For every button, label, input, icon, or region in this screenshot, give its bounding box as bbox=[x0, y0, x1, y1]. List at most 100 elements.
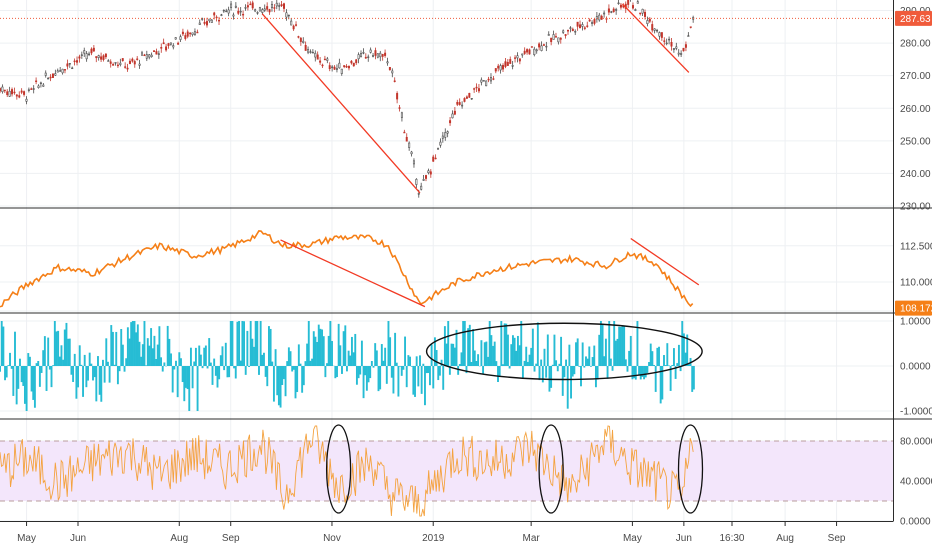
oscillator-bar bbox=[302, 366, 305, 386]
candle-body bbox=[201, 18, 204, 20]
oscillator-bar bbox=[258, 366, 260, 375]
last-value-labels: 287.63 108.172 bbox=[895, 10, 932, 316]
candle-body bbox=[254, 9, 257, 12]
oscillator-bar bbox=[470, 361, 473, 366]
oscillator-bar bbox=[430, 344, 433, 366]
candle-body bbox=[213, 12, 216, 16]
oscillator-bar bbox=[443, 326, 446, 366]
oscillator-bar bbox=[385, 366, 388, 384]
oscillator-bar bbox=[85, 366, 88, 388]
candle-body bbox=[509, 59, 512, 64]
candle-body bbox=[593, 19, 596, 24]
candle-body bbox=[502, 65, 505, 70]
candle-body bbox=[684, 44, 687, 48]
oscillator-bar bbox=[558, 363, 561, 366]
candle-body bbox=[232, 14, 235, 17]
candle-body bbox=[104, 53, 107, 58]
candle-body bbox=[552, 34, 555, 40]
last-value-text: 108.172 bbox=[900, 304, 932, 315]
oscillator-bar bbox=[638, 366, 641, 375]
oscillator-bar bbox=[573, 366, 576, 375]
candle-body bbox=[83, 50, 86, 54]
candle-body bbox=[660, 32, 663, 38]
oscillator-bar bbox=[326, 363, 328, 366]
oscillator-bar bbox=[131, 321, 134, 366]
candle-body bbox=[280, 4, 283, 7]
oscillator-bar bbox=[97, 356, 99, 366]
candle-body bbox=[530, 46, 533, 48]
candle-body bbox=[109, 61, 112, 64]
candle-body bbox=[295, 24, 298, 26]
oscillator-bar bbox=[409, 356, 411, 366]
oscillator-bar bbox=[530, 347, 533, 366]
candle-body bbox=[116, 64, 119, 67]
oscillator-bar bbox=[218, 366, 221, 380]
oscillator-bar bbox=[590, 366, 592, 367]
oscillator-bar bbox=[583, 366, 586, 368]
candle-body bbox=[309, 51, 312, 53]
candle-body bbox=[533, 48, 536, 56]
candle-body bbox=[18, 95, 21, 98]
candle-body bbox=[249, 3, 252, 6]
oscillator-bar bbox=[621, 325, 624, 366]
oscillator-bar bbox=[596, 366, 599, 380]
oscillator-bar bbox=[208, 338, 211, 366]
candle-body bbox=[6, 91, 9, 96]
oscillator-bar bbox=[253, 346, 255, 366]
oscillator-bar bbox=[588, 346, 591, 366]
oscillator-bar bbox=[148, 345, 151, 366]
oscillator-bar bbox=[653, 364, 655, 366]
oscillator-bar bbox=[424, 366, 426, 406]
oscillator-bar bbox=[402, 366, 405, 370]
oscillator-bar bbox=[560, 336, 563, 366]
oscillator-bar bbox=[510, 344, 513, 366]
candle-body bbox=[461, 104, 464, 107]
oscillator-bar bbox=[277, 366, 280, 406]
candle-body bbox=[583, 27, 586, 29]
oscillator-bar bbox=[73, 353, 76, 366]
oscillator-bar bbox=[404, 336, 407, 366]
oscillator-bar bbox=[238, 321, 241, 366]
candle-body bbox=[398, 107, 401, 109]
oscillator-bar bbox=[151, 348, 154, 366]
candle-body bbox=[27, 89, 30, 91]
oscillator-bar bbox=[507, 334, 509, 366]
candle-body bbox=[653, 28, 656, 31]
oscillator-bar bbox=[648, 362, 651, 366]
oscillator-bar bbox=[105, 338, 108, 366]
candle-body bbox=[542, 44, 545, 46]
candle-body bbox=[586, 25, 589, 27]
candle-body bbox=[550, 37, 553, 43]
oscillator-bar bbox=[435, 350, 438, 366]
oscillator-bar bbox=[23, 366, 26, 404]
candle-body bbox=[136, 58, 139, 60]
candle-body bbox=[388, 66, 391, 70]
candle-body bbox=[562, 30, 565, 33]
x-tick-label: Aug bbox=[776, 533, 794, 544]
candle-body bbox=[360, 53, 363, 58]
candle-body bbox=[345, 66, 348, 68]
oscillator-bar bbox=[321, 329, 324, 366]
oscillator-bar bbox=[126, 327, 129, 366]
oscillator-bar bbox=[256, 321, 259, 366]
oscillator-bar bbox=[417, 366, 420, 387]
candle-body bbox=[193, 31, 196, 35]
candle-body bbox=[367, 56, 370, 58]
oscillator-bar bbox=[350, 336, 353, 366]
oscillator-bar bbox=[171, 366, 174, 393]
candle-body bbox=[268, 9, 271, 13]
oscillator-bar bbox=[264, 366, 267, 377]
oscillator-bar bbox=[565, 359, 568, 366]
last-value-badge bbox=[895, 10, 932, 26]
x-tick-label: Jun bbox=[70, 533, 86, 544]
candle-body bbox=[239, 10, 242, 13]
candle-body bbox=[179, 36, 182, 40]
oscillator-bar bbox=[520, 321, 523, 366]
oscillator-bar bbox=[367, 366, 370, 383]
oscillator-bar bbox=[515, 350, 518, 366]
candle-body bbox=[261, 9, 264, 13]
oscillator-bar bbox=[158, 326, 161, 366]
oscillator-bar bbox=[55, 331, 58, 366]
candle-body bbox=[441, 135, 444, 139]
oscillator-bar bbox=[239, 360, 242, 366]
